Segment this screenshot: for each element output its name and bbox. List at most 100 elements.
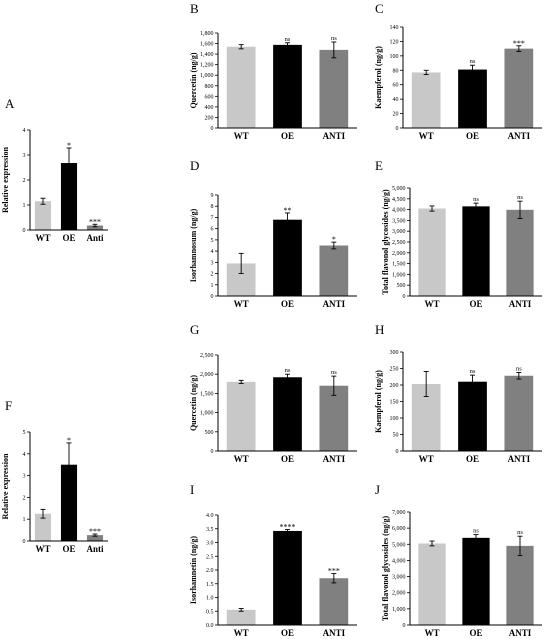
y-tick-label: 100: [390, 54, 399, 60]
panel-letter: A: [5, 96, 15, 111]
error-bar: [285, 529, 290, 533]
category-label: WT: [234, 628, 249, 638]
category-label: OE: [281, 628, 294, 638]
y-tick-label: 6,000: [392, 526, 406, 532]
bar-anti: [506, 209, 534, 296]
y-tick-label: 100: [390, 416, 399, 422]
bar-oe: [462, 206, 490, 296]
bar-oe: [273, 219, 302, 296]
y-tick-label: 7,000: [392, 510, 406, 516]
y-tick-label: 1: [23, 203, 26, 209]
panel-letter: C: [375, 1, 384, 16]
bar-wt: [226, 381, 256, 451]
y-tick-label: 1: [211, 283, 214, 289]
panel-h: H WT ns OE ns ANTI 0 50 100 150 200 250 300 Kaempfero…: [374, 322, 542, 464]
y-tick-label: 5: [211, 238, 214, 244]
y-tick-label: 1,000: [392, 607, 406, 613]
y-tick-label: 800: [205, 84, 214, 90]
y-tick-label: 400: [205, 105, 214, 111]
y-axis-title: Quercetin (ng/g): [189, 375, 198, 431]
panel-e: E WT ns OE ns ANTI 0 500 1,000 1,500 2,000 2,500 3,0…: [375, 158, 542, 309]
y-tick-label: 1,000: [392, 272, 406, 278]
error-bar: [517, 535, 523, 557]
y-tick-label: 140: [390, 25, 399, 31]
bar-oe: [462, 537, 490, 625]
bar-wt: [418, 543, 446, 625]
significance-label: ns: [285, 36, 291, 43]
y-axis-title: Relative expression: [1, 147, 10, 213]
y-tick-label: 20: [393, 112, 399, 118]
y-axis-title: Kaempferol (ng/g): [374, 46, 383, 109]
error-bar: [331, 41, 337, 59]
panel-a: A WT * OE *** Anti 0 1 2 3 4 Relative expression: [1, 96, 108, 243]
panel-j: J WT ns OE ns ANTI 0 1,000 2,000 3,000 4,000 5,000 6…: [375, 482, 542, 638]
bar-anti: [504, 375, 534, 451]
y-tick-label: 250: [390, 367, 399, 373]
y-tick-label: 2: [23, 178, 26, 184]
significance-label: ns: [285, 367, 291, 374]
y-tick-label: 8: [211, 204, 214, 210]
panel-d: D WT ** OE * ANTI 0 1 2 3 4 5 6 7 8 9 Isorhamnosum (ng/g…: [189, 158, 357, 309]
category-label: WT: [419, 454, 434, 464]
category-label: OE: [281, 131, 294, 141]
error-bar: [238, 379, 244, 384]
y-tick-label: 3,500: [392, 218, 406, 224]
y-tick-label: 0: [23, 539, 26, 545]
y-tick-label: 50: [393, 433, 399, 439]
y-tick-label: 1,800: [200, 31, 214, 37]
category-label: ANTI: [508, 454, 531, 464]
significance-label: **: [284, 206, 292, 215]
category-label: WT: [419, 131, 434, 141]
y-tick-label: 3.0: [206, 541, 214, 547]
error-bar: [429, 540, 435, 547]
error-bar: [92, 533, 98, 537]
category-label: OE: [469, 628, 482, 638]
bar-wt: [34, 513, 52, 541]
category-label: ANTI: [509, 628, 532, 638]
panel-i: I WT **** OE *** ANTI 0.0 0.5 1.0 1.5 2.0 2.5 3.0 3.5…: [189, 482, 357, 638]
y-tick-label: 150: [390, 400, 399, 406]
category-label: ANTI: [323, 131, 346, 141]
bar-anti: [86, 225, 104, 230]
y-tick-label: 600: [205, 94, 214, 100]
y-tick-label: 0: [396, 126, 399, 132]
error-bar: [473, 534, 479, 542]
category-label: WT: [424, 299, 439, 309]
y-axis-title: Isorhamnetin (ng/g): [189, 536, 198, 605]
y-tick-label: 5,000: [392, 542, 406, 548]
y-tick-label: 2,000: [392, 251, 406, 257]
error-bar: [516, 45, 522, 52]
error-bar: [516, 372, 522, 380]
y-tick-label: 4,000: [392, 558, 406, 564]
category-label: WT: [234, 299, 249, 309]
significance-label: ****: [280, 523, 296, 532]
significance-label: ns: [473, 196, 479, 203]
y-tick-label: 3.5: [206, 527, 214, 533]
y-tick-label: 300: [390, 350, 399, 356]
y-tick-label: 4,000: [392, 208, 406, 214]
y-tick-label: 2,000: [200, 372, 214, 378]
panel-letter: J: [375, 482, 380, 497]
y-tick-label: 120: [390, 39, 399, 45]
panel-letter: I: [190, 482, 194, 497]
panel-letter: H: [375, 322, 384, 337]
category-label: WT: [35, 544, 50, 554]
category-label: ANTI: [509, 299, 532, 309]
category-label: ANTI: [323, 299, 346, 309]
category-label: WT: [35, 233, 50, 243]
y-axis-title: Total flavonol glycosides (ng/g): [381, 189, 390, 295]
error-bar: [285, 373, 290, 381]
bar-oe: [60, 464, 78, 541]
error-bar: [92, 223, 98, 228]
y-tick-label: 2,500: [392, 240, 406, 246]
error-bar: [238, 252, 244, 275]
bar-oe: [458, 381, 487, 451]
y-tick-label: 5: [23, 430, 26, 436]
bar-anti: [319, 385, 349, 451]
error-bar: [331, 241, 337, 250]
y-tick-label: 1.0: [206, 596, 214, 602]
y-axis-title: Isorhamnosum (ng/g): [189, 208, 198, 282]
significance-label: ns: [331, 35, 337, 42]
significance-label: ***: [89, 217, 101, 226]
